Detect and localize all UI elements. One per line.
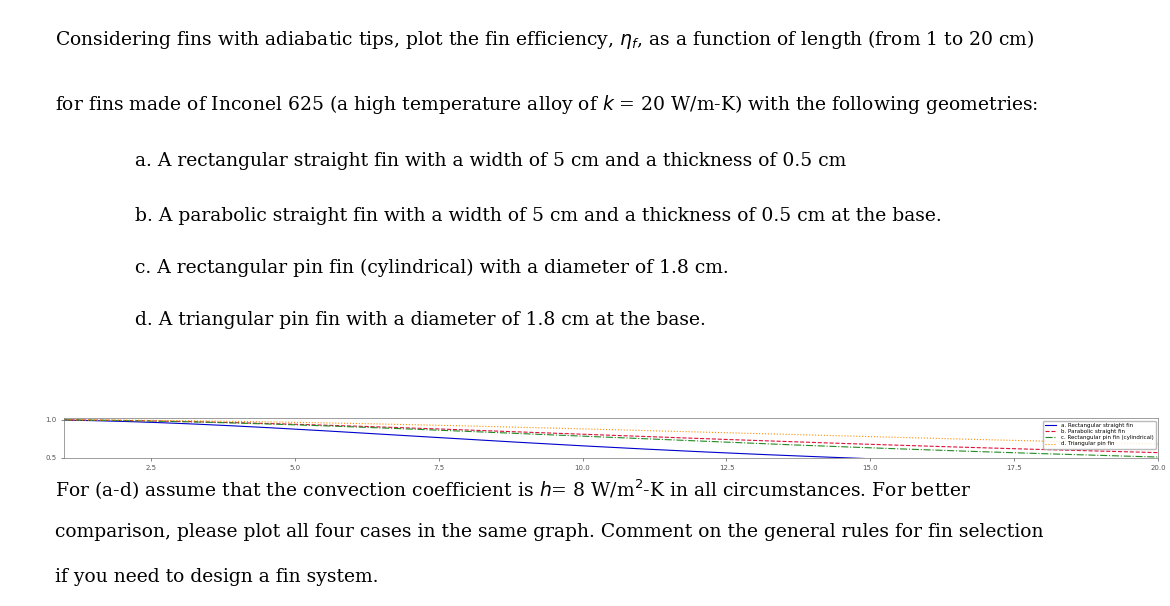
- d. Triangular pin fin: [649, 427, 663, 435]
- a. Rectangular straight fin: [649, 446, 663, 453]
- b. Parabolic straight fin: [584, 431, 598, 438]
- c. Rectangular pin fin (cylindrical): [954, 447, 968, 454]
- Line: a. Rectangular straight fin: a. Rectangular straight fin: [64, 420, 1158, 467]
- d. Triangular pin fin: [1151, 441, 1165, 448]
- a. Rectangular straight fin: [1126, 463, 1140, 470]
- b. Parabolic straight fin: [954, 444, 968, 451]
- a. Rectangular straight fin: [57, 416, 71, 424]
- c. Rectangular pin fin (cylindrical): [649, 436, 663, 443]
- Text: d. A triangular pin fin with a diameter of 1.8 cm at the base.: d. A triangular pin fin with a diameter …: [135, 311, 706, 329]
- a. Rectangular straight fin: [577, 442, 591, 450]
- c. Rectangular pin fin (cylindrical): [709, 438, 723, 445]
- d. Triangular pin fin: [1126, 440, 1140, 447]
- d. Triangular pin fin: [57, 416, 71, 424]
- Text: for fins made of Inconel 625 (a high temperature alloy of $k$ = 20 W/m-K) with t: for fins made of Inconel 625 (a high tem…: [55, 93, 1038, 116]
- c. Rectangular pin fin (cylindrical): [584, 433, 598, 440]
- Text: c. A rectangular pin fin (cylindrical) with a diameter of 1.8 cm.: c. A rectangular pin fin (cylindrical) w…: [135, 259, 728, 278]
- Text: a. A rectangular straight fin with a width of 5 cm and a thickness of 0.5 cm: a. A rectangular straight fin with a wid…: [135, 152, 846, 170]
- a. Rectangular straight fin: [584, 442, 598, 450]
- b. Parabolic straight fin: [57, 416, 71, 424]
- b. Parabolic straight fin: [1126, 448, 1140, 456]
- b. Parabolic straight fin: [709, 436, 723, 443]
- Legend: a. Rectangular straight fin, b. Parabolic straight fin, c. Rectangular pin fin (: a. Rectangular straight fin, b. Paraboli…: [1042, 421, 1156, 448]
- Text: comparison, please plot all four cases in the same graph. Comment on the general: comparison, please plot all four cases i…: [55, 523, 1044, 541]
- b. Parabolic straight fin: [649, 433, 663, 441]
- d. Triangular pin fin: [584, 425, 598, 433]
- a. Rectangular straight fin: [1151, 464, 1165, 471]
- b. Parabolic straight fin: [1151, 449, 1165, 456]
- c. Rectangular pin fin (cylindrical): [57, 416, 71, 424]
- a. Rectangular straight fin: [709, 449, 723, 456]
- c. Rectangular pin fin (cylindrical): [1126, 453, 1140, 460]
- Text: if you need to design a fin system.: if you need to design a fin system.: [55, 568, 378, 586]
- c. Rectangular pin fin (cylindrical): [1151, 453, 1165, 461]
- Line: d. Triangular pin fin: d. Triangular pin fin: [64, 420, 1158, 444]
- Line: b. Parabolic straight fin: b. Parabolic straight fin: [64, 420, 1158, 453]
- Line: c. Rectangular pin fin (cylindrical): c. Rectangular pin fin (cylindrical): [64, 420, 1158, 457]
- d. Triangular pin fin: [577, 425, 591, 433]
- a. Rectangular straight fin: [954, 458, 968, 465]
- Text: For (a-d) assume that the convection coefficient is $h$= 8 W/m$^2$-K in all circ: For (a-d) assume that the convection coe…: [55, 478, 971, 502]
- b. Parabolic straight fin: [577, 431, 591, 438]
- d. Triangular pin fin: [709, 429, 723, 436]
- Text: b. A parabolic straight fin with a width of 5 cm and a thickness of 0.5 cm at th: b. A parabolic straight fin with a width…: [135, 207, 942, 225]
- Text: Considering fins with adiabatic tips, plot the fin efficiency, $\eta_f$, as a fu: Considering fins with adiabatic tips, pl…: [55, 28, 1034, 51]
- c. Rectangular pin fin (cylindrical): [577, 433, 591, 440]
- d. Triangular pin fin: [954, 435, 968, 442]
